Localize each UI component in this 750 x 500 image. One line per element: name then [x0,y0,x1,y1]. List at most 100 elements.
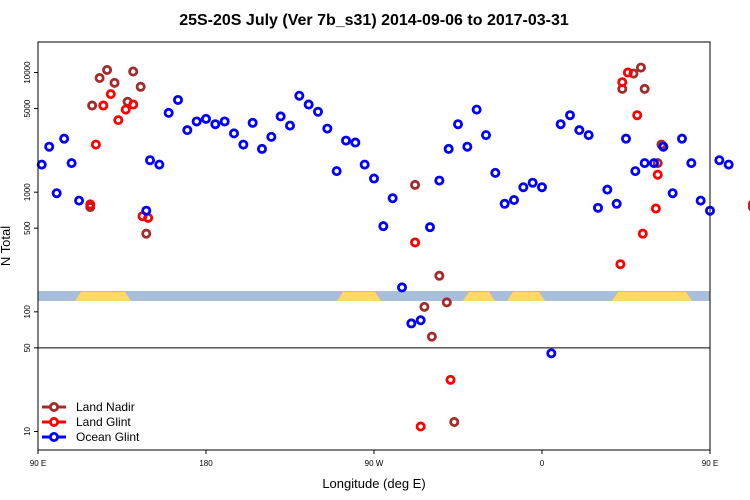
x-axis: 90 E 180 90 W 0 90 E [30,450,718,468]
ocean-glint-point [378,221,389,232]
ocean-glint-point [621,133,632,144]
land-nadir-point [87,100,98,111]
legend-label-land-glint: Land Glint [76,415,131,429]
land-glint-point [105,89,116,100]
y-tick-label: 10 [23,426,32,435]
ocean-glint-point [406,318,417,329]
ocean-glint-point [172,94,183,105]
ocean-glint-point [508,195,519,206]
x-tick-label: 0 [540,459,545,468]
land-nadir-point [102,65,113,76]
land-africa-west [463,292,495,301]
land-nadir-point [426,331,437,342]
land-africa-east [507,292,545,301]
land-nadir-point [128,66,139,77]
ocean-glint-point [182,125,193,136]
land-glint-point [622,67,633,78]
ocean-glint-point [677,133,688,144]
ocean-glint-point [434,175,445,186]
land-glint-point [120,104,131,115]
ocean-glint-point [247,117,258,128]
land-glint-point [615,259,626,270]
ocean-glint-point [396,282,407,293]
ocean-glint-point [574,125,585,136]
land-nadir-point [410,179,421,190]
data-points [36,62,750,432]
land-australia-west [75,292,131,301]
ocean-glint-point [303,99,314,110]
ocean-glint-point [163,107,174,118]
ocean-glint-point [284,120,295,131]
ocean-glint-point [368,173,379,184]
legend-label-ocean-glint: Ocean Glint [76,430,140,444]
ocean-glint-point [200,113,211,124]
ocean-glint-point [546,348,557,359]
ocean-glint-point [649,158,660,169]
ocean-glint-point [66,158,77,169]
ocean-glint-point [266,131,277,142]
ocean-glint-point [639,158,650,169]
land-nadir-point [94,73,105,84]
ocean-glint-point [480,130,491,141]
ocean-glint-point [602,184,613,195]
ocean-glint-point [723,159,734,170]
geography-strip [38,291,710,301]
ocean-glint-point [340,135,351,146]
land-south-america [337,292,381,301]
ocean-glint-point [537,182,548,193]
x-tick-label: 90 W [365,459,384,468]
ocean-glint-point [294,90,305,101]
ocean-glint-point [144,155,155,166]
ocean-glint-point [452,119,463,130]
land-glint-point [617,77,628,88]
x-axis-label: Longitude (deg E) [322,476,425,491]
y-axis: 10000 5000 1000 500 100 50 10 [23,61,38,436]
ocean-glint-point [228,128,239,139]
land-australia-east [612,292,692,301]
ocean-glint-point [51,188,62,199]
ocean-glint-point [555,119,566,130]
legend-marker-land-glint [49,416,60,427]
land-glint-point [637,228,648,239]
chart-title: 25S-20S July (Ver 7b_s31) 2014-09-06 to … [179,12,569,29]
land-nadir-point [434,270,445,281]
ocean-glint-point [141,205,152,216]
land-glint-point [85,199,96,210]
land-nadir-point [141,228,152,239]
ocean-glint-point [275,111,286,122]
land-glint-point [90,139,101,150]
legend-marker-ocean-glint [49,431,60,442]
land-nadir-point [628,68,639,79]
land-nadir-point [441,297,452,308]
land-glint-point [128,99,139,110]
ocean-glint-point [565,110,576,121]
ocean-glint-point [59,133,70,144]
land-glint-point [410,237,421,248]
x-tick-label: 180 [199,459,213,468]
ocean-glint-point [74,195,85,206]
x-tick-label: 90 E [702,459,718,468]
ocean-glint-point [443,143,454,154]
land-glint-point [652,169,663,180]
legend-marker-land-nadir [49,401,60,412]
land-glint-point [98,100,109,111]
ocean-glint-point [322,123,333,134]
y-axis-label: N Total [0,226,13,266]
ocean-glint-point [331,166,342,177]
land-glint-point [445,374,456,385]
land-nadir-point [635,62,646,73]
ocean-glint-point [695,195,706,206]
ocean-glint-point [593,202,604,213]
ocean-glint-point [527,177,538,188]
y-tick-label: 100 [23,305,32,319]
ocean-glint-point [424,222,435,233]
land-nadir-point [639,83,650,94]
land-nadir-point [109,77,120,88]
ocean-glint-point [667,188,678,199]
legend-label-land-nadir: Land Nadir [76,400,135,414]
land-nadir-point [652,158,663,169]
ocean-glint-point [238,139,249,150]
land-glint-point [650,203,661,214]
ocean-glint-point [415,315,426,326]
